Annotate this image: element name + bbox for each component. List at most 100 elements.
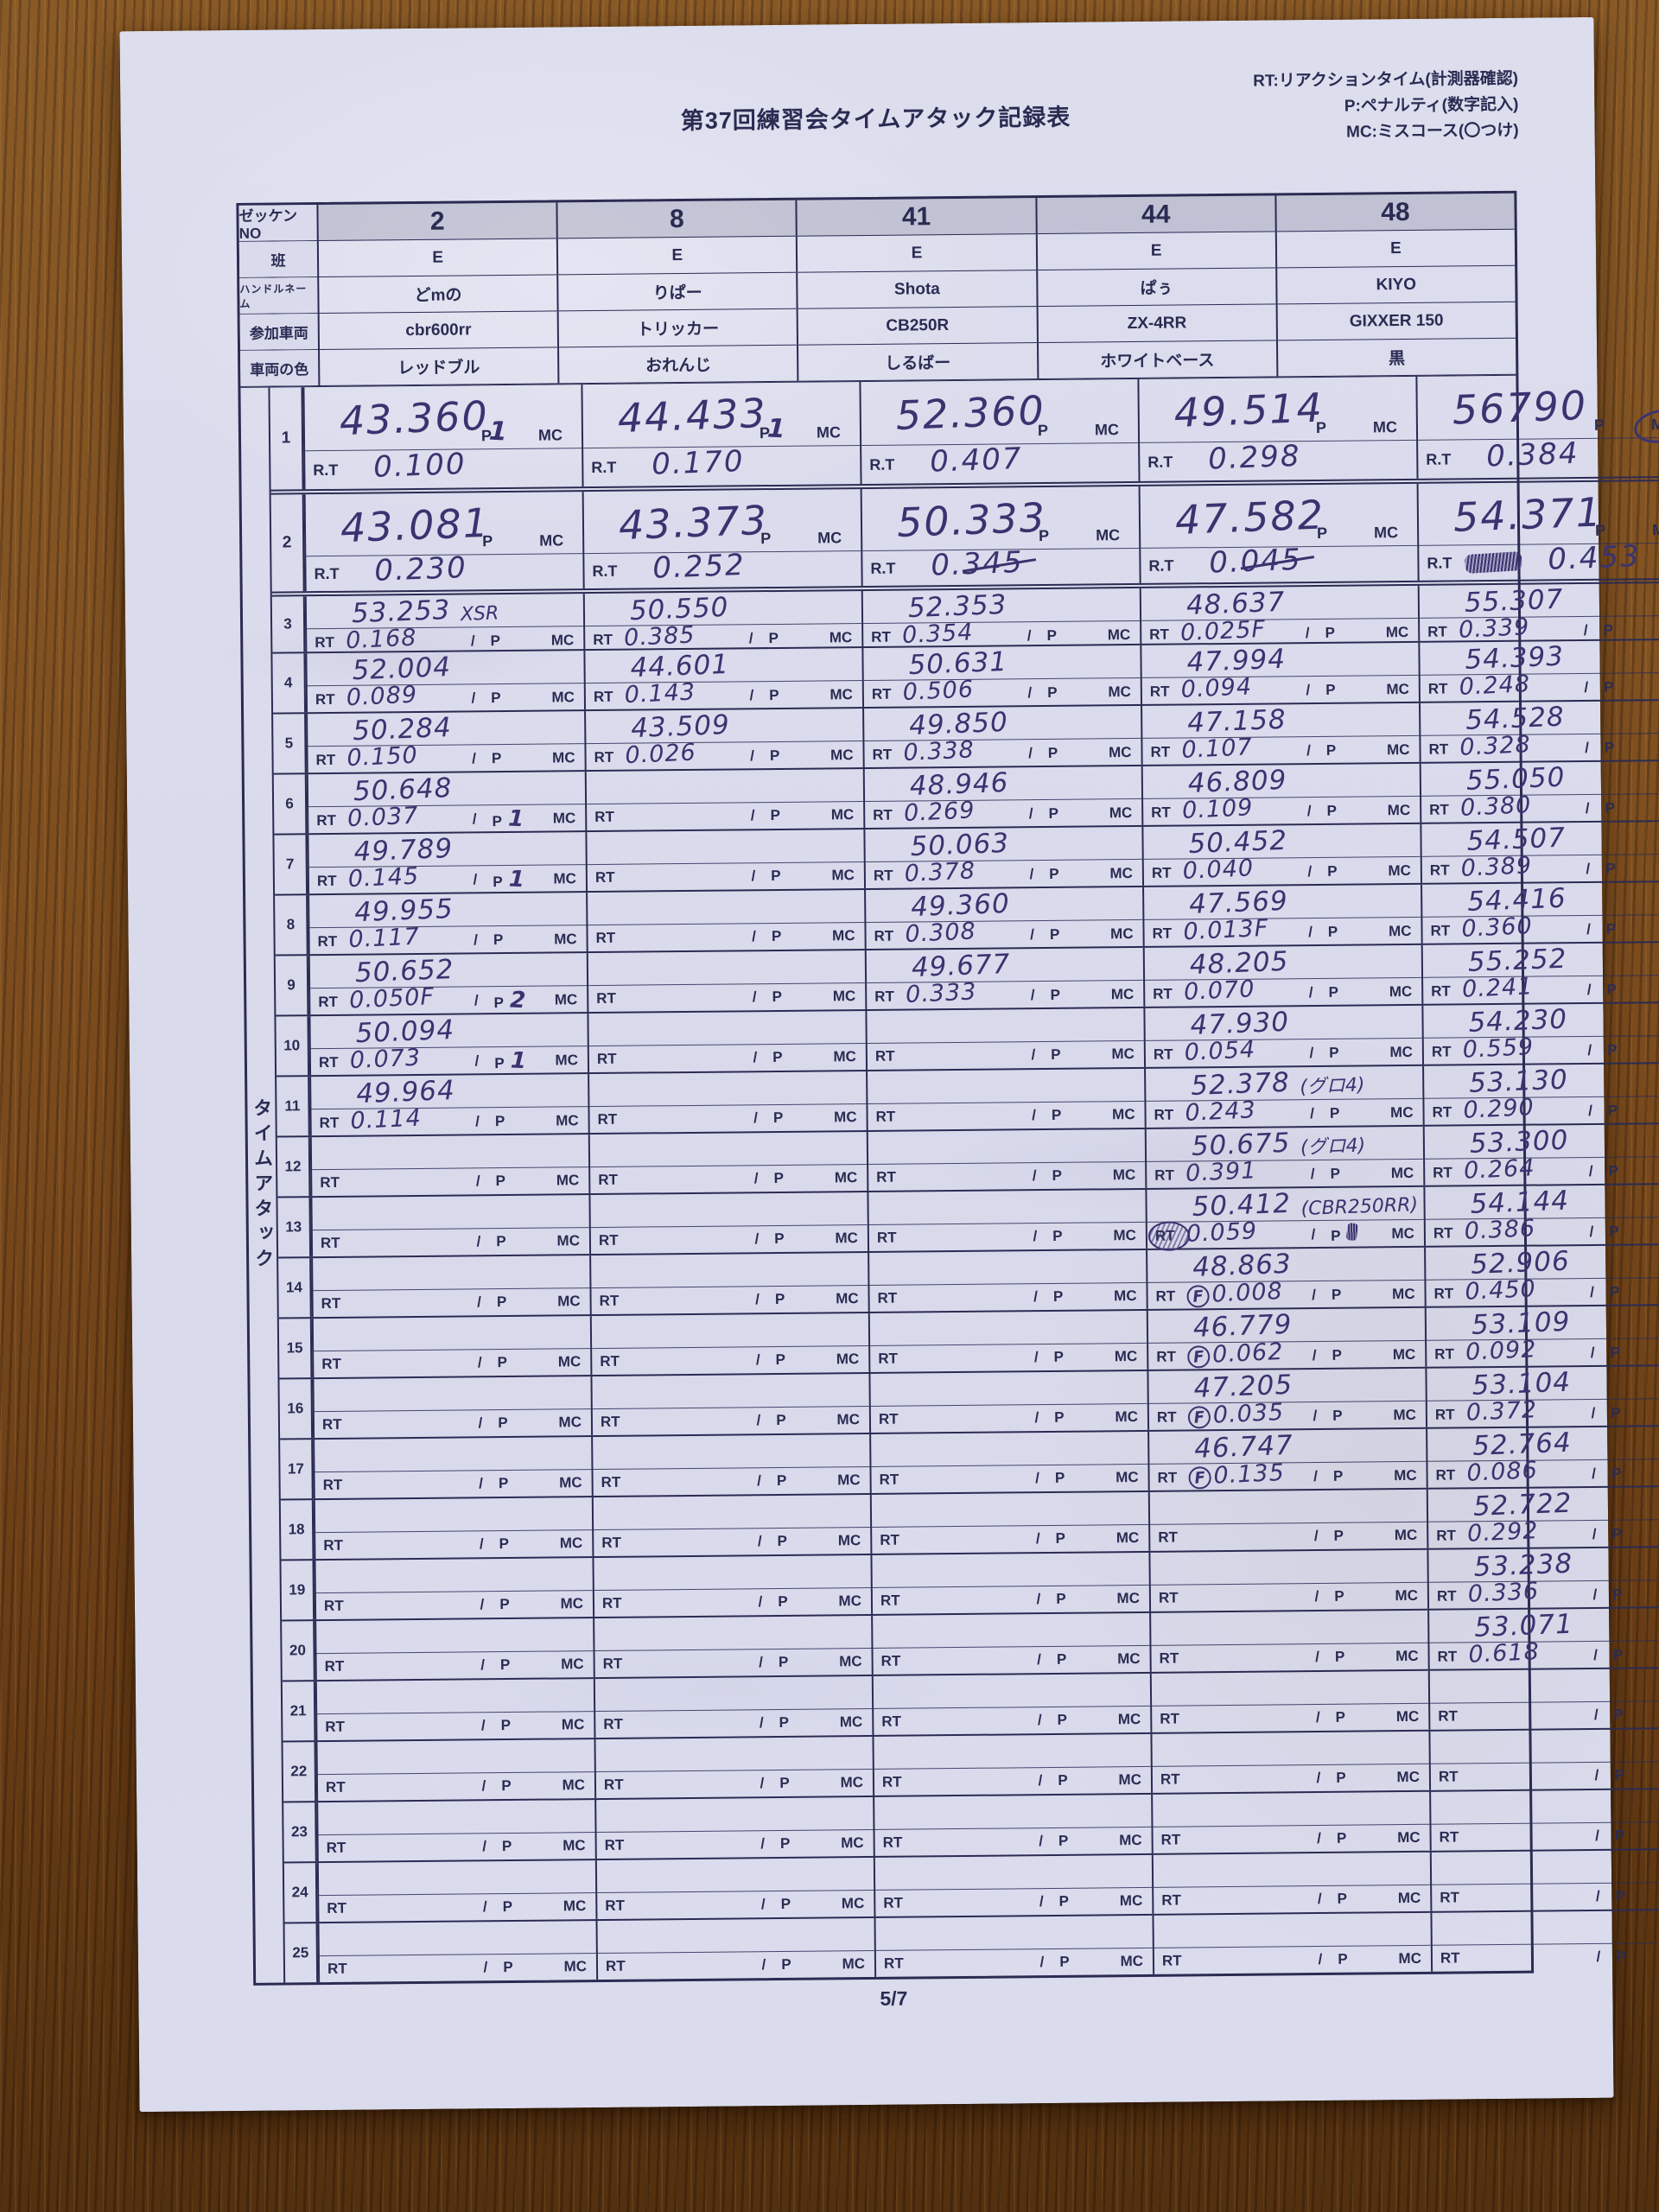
attempt-cell: 56790 P MC R.T 0.384 [1415, 373, 1659, 479]
penalty-label: P [1607, 1041, 1618, 1058]
time-area: 53.253 XSR [306, 594, 584, 629]
penalty-label: P [1614, 1766, 1624, 1783]
miscourse-label: MC [834, 1169, 858, 1186]
miscourse-label: MC [558, 1414, 582, 1431]
rt-value-area: 0.248 [1459, 671, 1573, 702]
rt-value: 0.345 [930, 544, 1025, 583]
penalty-area: P [1606, 1465, 1656, 1483]
rt-label: RT [874, 1047, 895, 1065]
rt-area: RT / P MC [594, 1588, 871, 1617]
penalty-label: P [1611, 1525, 1623, 1542]
slash-divider: / [1309, 1044, 1314, 1061]
header-value: E [558, 236, 798, 275]
rt-value-area [637, 1965, 751, 1966]
rt-label: RT [1440, 1949, 1460, 1967]
attempt-cell: RT/PMC [1427, 1668, 1659, 1730]
rt-area: RT / P MC [314, 1349, 590, 1377]
slash-divider: / [754, 1230, 760, 1248]
rt-area: RT0.292/PMC [1428, 1517, 1659, 1549]
penalty-label: P [493, 931, 504, 948]
legend-line-mc: MC:ミスコース(〇つけ) [1345, 121, 1519, 142]
slash-divider: / [1593, 1646, 1599, 1663]
time-area [872, 1552, 1149, 1588]
penalty-label: P [499, 1656, 511, 1674]
slash-divider: / [1316, 1769, 1321, 1787]
rt-label: RT [1161, 1952, 1182, 1969]
miscourse-label: MC [1394, 1526, 1418, 1544]
slash-divider: / [474, 991, 479, 1008]
miscourse-label: MC [839, 1653, 862, 1670]
rt-value-area [914, 1841, 1028, 1842]
miscourse-label: MC [1117, 1710, 1141, 1728]
penalty-area: P [1321, 741, 1371, 760]
rt-value-area [633, 1602, 747, 1603]
penalty-label: P [1333, 1527, 1344, 1544]
miscourse-label: MC [561, 1716, 585, 1733]
header-value: E [1037, 232, 1277, 270]
header-value: KIYO [1376, 275, 1417, 294]
miscourse-label: MC [1372, 418, 1398, 436]
penalty-area: P [1046, 986, 1096, 1004]
time-area [867, 1007, 1144, 1044]
rt-value-area: 0.094 [1180, 673, 1295, 704]
penalty-area: P [774, 1654, 824, 1672]
penalty-label: P [1605, 920, 1617, 938]
rt-value: 0.025F [1179, 615, 1267, 647]
attempt-cell: 50.648 RT 0.037 / P 1 MC [306, 772, 586, 834]
header-value: 48 [1381, 197, 1410, 226]
rt-value: 0.109 [1181, 794, 1255, 824]
header-value: Shota [798, 270, 1039, 308]
time-area: 55.050 [1421, 760, 1659, 797]
rt-label: RT [316, 872, 337, 889]
attempt-cell: 52.378 (グロ4) RT 0.243 / P MC [1144, 1065, 1423, 1128]
penalty-label: P [1325, 624, 1335, 641]
time-area [873, 1673, 1151, 1709]
penalty-label: P [1611, 1404, 1621, 1421]
rt-value: 0.290 [1462, 1094, 1535, 1124]
rt-label: RT [871, 685, 892, 702]
rt-value-area: 0.559 [1462, 1033, 1577, 1065]
rt-label: RT [1427, 623, 1447, 640]
time-area [1431, 1789, 1659, 1825]
penalty-area: P [766, 928, 817, 946]
miscourse-label: MC [563, 1837, 586, 1854]
penalty-value: 1 [488, 416, 508, 448]
rt-label: RT [1434, 1344, 1455, 1363]
rt-label: RT [873, 867, 893, 884]
time-value: 49.850 [908, 706, 1009, 742]
attempt-cell: 47.205 RT F 0.035 / P MC [1147, 1368, 1427, 1430]
attempt-cell: RT/PMC [1430, 1910, 1659, 1972]
rt-value: 0.117 [347, 923, 421, 954]
rt-value-area [1469, 1715, 1583, 1716]
rt-value: 0.059 [1185, 1217, 1258, 1248]
rt-value-area [911, 1478, 1025, 1479]
rt-area: RT 0.013F / P MC [1144, 915, 1421, 947]
rt-area: RT / P MC [594, 1528, 870, 1556]
rt-value: 0.252 [652, 547, 747, 586]
penalty-label: P [1334, 1648, 1345, 1665]
miscourse-label: MC [836, 1411, 861, 1428]
penalty-label: P [768, 629, 779, 646]
rt-label: RT [593, 631, 613, 648]
rt-label: RT [599, 1292, 620, 1309]
time-area: 48.637 [1141, 585, 1419, 621]
penalty-label: P [776, 1471, 787, 1490]
penalty-area: P [1044, 804, 1094, 823]
rt-label: RT [1154, 1166, 1175, 1184]
slash-divider: / [1039, 1833, 1044, 1850]
miscourse-label: MC [556, 1111, 579, 1128]
rt-area: RT / P MC [315, 1409, 591, 1438]
time-area [1154, 1912, 1431, 1948]
rt-value: 0.045 [1208, 542, 1303, 581]
rt-label: RT [321, 1294, 341, 1313]
time-area [1149, 1489, 1427, 1525]
row-number: 8 [275, 895, 308, 955]
